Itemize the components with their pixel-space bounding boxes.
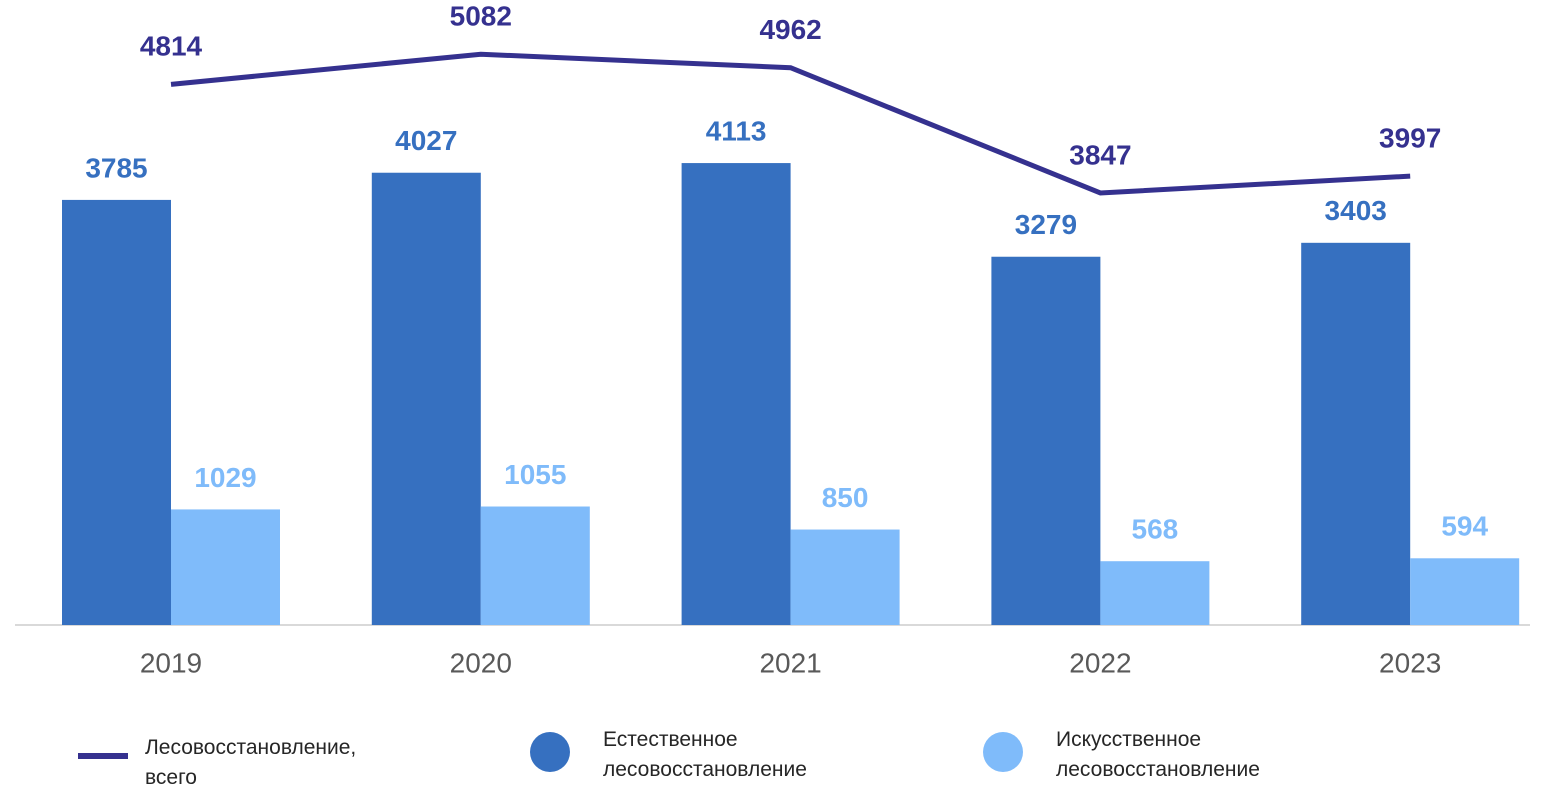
value-label: 3279 <box>1015 209 1077 240</box>
value-label: 850 <box>822 482 869 513</box>
value-label: 4027 <box>395 125 457 156</box>
x-tick-label: 2021 <box>759 647 821 678</box>
value-label: 4814 <box>140 31 203 62</box>
value-label: 594 <box>1441 511 1488 542</box>
legend-label: Искусственное лесовосстановление <box>1056 728 1260 781</box>
bar <box>371 172 481 625</box>
value-label: 3847 <box>1069 139 1131 170</box>
line <box>170 51 1411 196</box>
bar <box>681 163 791 626</box>
legend-label: Естественное лесовосстановление <box>603 728 807 781</box>
value-label: 568 <box>1132 514 1179 545</box>
bar <box>991 256 1101 625</box>
x-tick-label: 2020 <box>450 647 512 678</box>
value-label: 1055 <box>504 459 566 490</box>
bar <box>790 529 900 625</box>
bar <box>1100 561 1210 625</box>
legend-swatch <box>530 732 570 772</box>
bar <box>1301 242 1411 625</box>
bar <box>1410 558 1520 625</box>
value-label: 1029 <box>194 462 256 493</box>
x-tick-label: 2023 <box>1379 647 1441 678</box>
bar <box>171 509 280 625</box>
legend-label: Лесовосстановление, всего <box>145 736 356 787</box>
value-label: 4113 <box>706 115 767 146</box>
value-label: 5082 <box>450 1 512 32</box>
bar <box>480 506 590 625</box>
legend-swatch <box>983 732 1023 772</box>
value-label: 3403 <box>1325 195 1387 226</box>
value-label: 3785 <box>85 152 147 183</box>
value-label: 3997 <box>1379 122 1441 153</box>
value-label: 4962 <box>759 14 821 45</box>
bar <box>62 199 171 625</box>
x-tick-label: 2022 <box>1069 647 1131 678</box>
x-tick-label: 2019 <box>140 647 202 678</box>
